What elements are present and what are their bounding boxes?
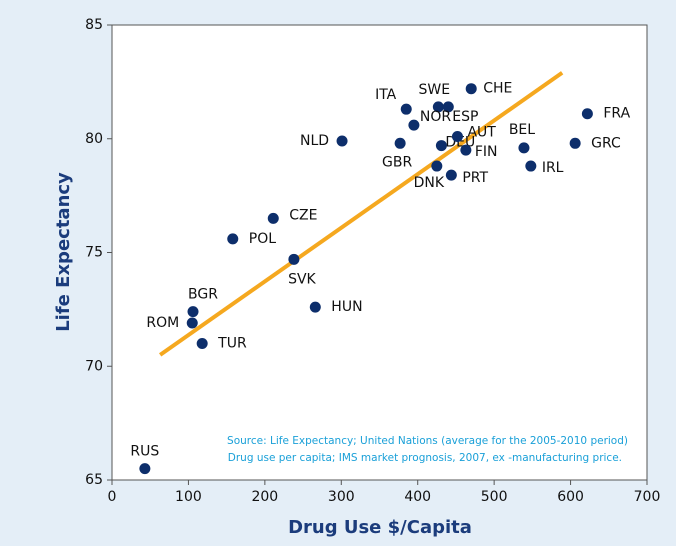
x-tick-label: 400	[404, 489, 431, 505]
plot-area	[111, 24, 648, 481]
data-point	[187, 306, 199, 318]
source-note: Source: Life Expectancy; United Nations …	[227, 435, 628, 447]
y-tick-label: 65	[85, 472, 103, 488]
data-point	[581, 108, 593, 120]
data-point	[460, 144, 472, 156]
point-label: PRT	[462, 170, 488, 186]
data-point	[435, 140, 447, 152]
x-tick-label: 700	[634, 489, 661, 505]
data-point	[465, 83, 477, 95]
data-point	[408, 119, 420, 131]
point-label: GRC	[591, 135, 621, 151]
y-tick-label: 70	[85, 358, 103, 374]
point-label: ITA	[375, 87, 397, 103]
point-label: NLD	[300, 133, 329, 149]
data-point	[336, 135, 348, 147]
y-axis-title: Life Expectancy	[53, 172, 74, 332]
data-point	[451, 130, 463, 142]
x-tick-label: 0	[108, 489, 117, 505]
y-tick-label: 80	[85, 131, 103, 147]
data-point	[196, 338, 208, 349]
data-point	[569, 137, 581, 149]
point-label: AUT	[467, 124, 496, 140]
x-tick-label: 500	[481, 489, 508, 505]
data-point	[186, 317, 198, 329]
data-point	[400, 103, 412, 115]
point-label: CZE	[289, 207, 317, 223]
x-axis-title: Drug Use $/Capita	[288, 517, 472, 538]
data-point	[442, 101, 454, 113]
point-label: NOR	[420, 109, 451, 125]
trend-line	[159, 71, 564, 357]
data-point	[431, 160, 443, 172]
point-label: TUR	[217, 336, 247, 352]
data-point	[288, 253, 300, 265]
point-label: FIN	[475, 144, 498, 160]
data-point	[394, 137, 406, 149]
point-label: FRA	[603, 106, 630, 122]
point-label: CHE	[483, 81, 512, 97]
point-label: GBR	[382, 154, 412, 170]
data-point	[227, 233, 239, 245]
data-point	[445, 169, 457, 181]
data-point	[432, 101, 444, 113]
x-tick-label: 300	[328, 489, 355, 505]
point-label: BEL	[509, 122, 535, 138]
point-label: IRL	[542, 160, 564, 176]
point-label: ROM	[146, 315, 179, 331]
data-point	[518, 142, 530, 154]
point-label: RUS	[130, 444, 159, 460]
point-label: POL	[249, 231, 276, 247]
data-point	[139, 463, 151, 475]
x-tick-label: 200	[251, 489, 278, 505]
point-label: DNK	[414, 175, 445, 191]
y-tick-label: 85	[85, 17, 103, 33]
data-point	[267, 212, 279, 224]
point-label: HUN	[331, 299, 362, 315]
point-label: BGR	[188, 287, 218, 303]
point-label: SWE	[419, 82, 451, 98]
source-note: Drug use per capita; IMS market prognosi…	[228, 452, 622, 464]
point-label: ESP	[452, 109, 478, 125]
data-point	[309, 301, 321, 313]
y-tick-label: 75	[85, 245, 103, 261]
point-label: SVK	[288, 271, 316, 287]
x-tick-label: 100	[175, 489, 202, 505]
x-tick-label: 600	[557, 489, 584, 505]
data-point	[525, 160, 537, 172]
